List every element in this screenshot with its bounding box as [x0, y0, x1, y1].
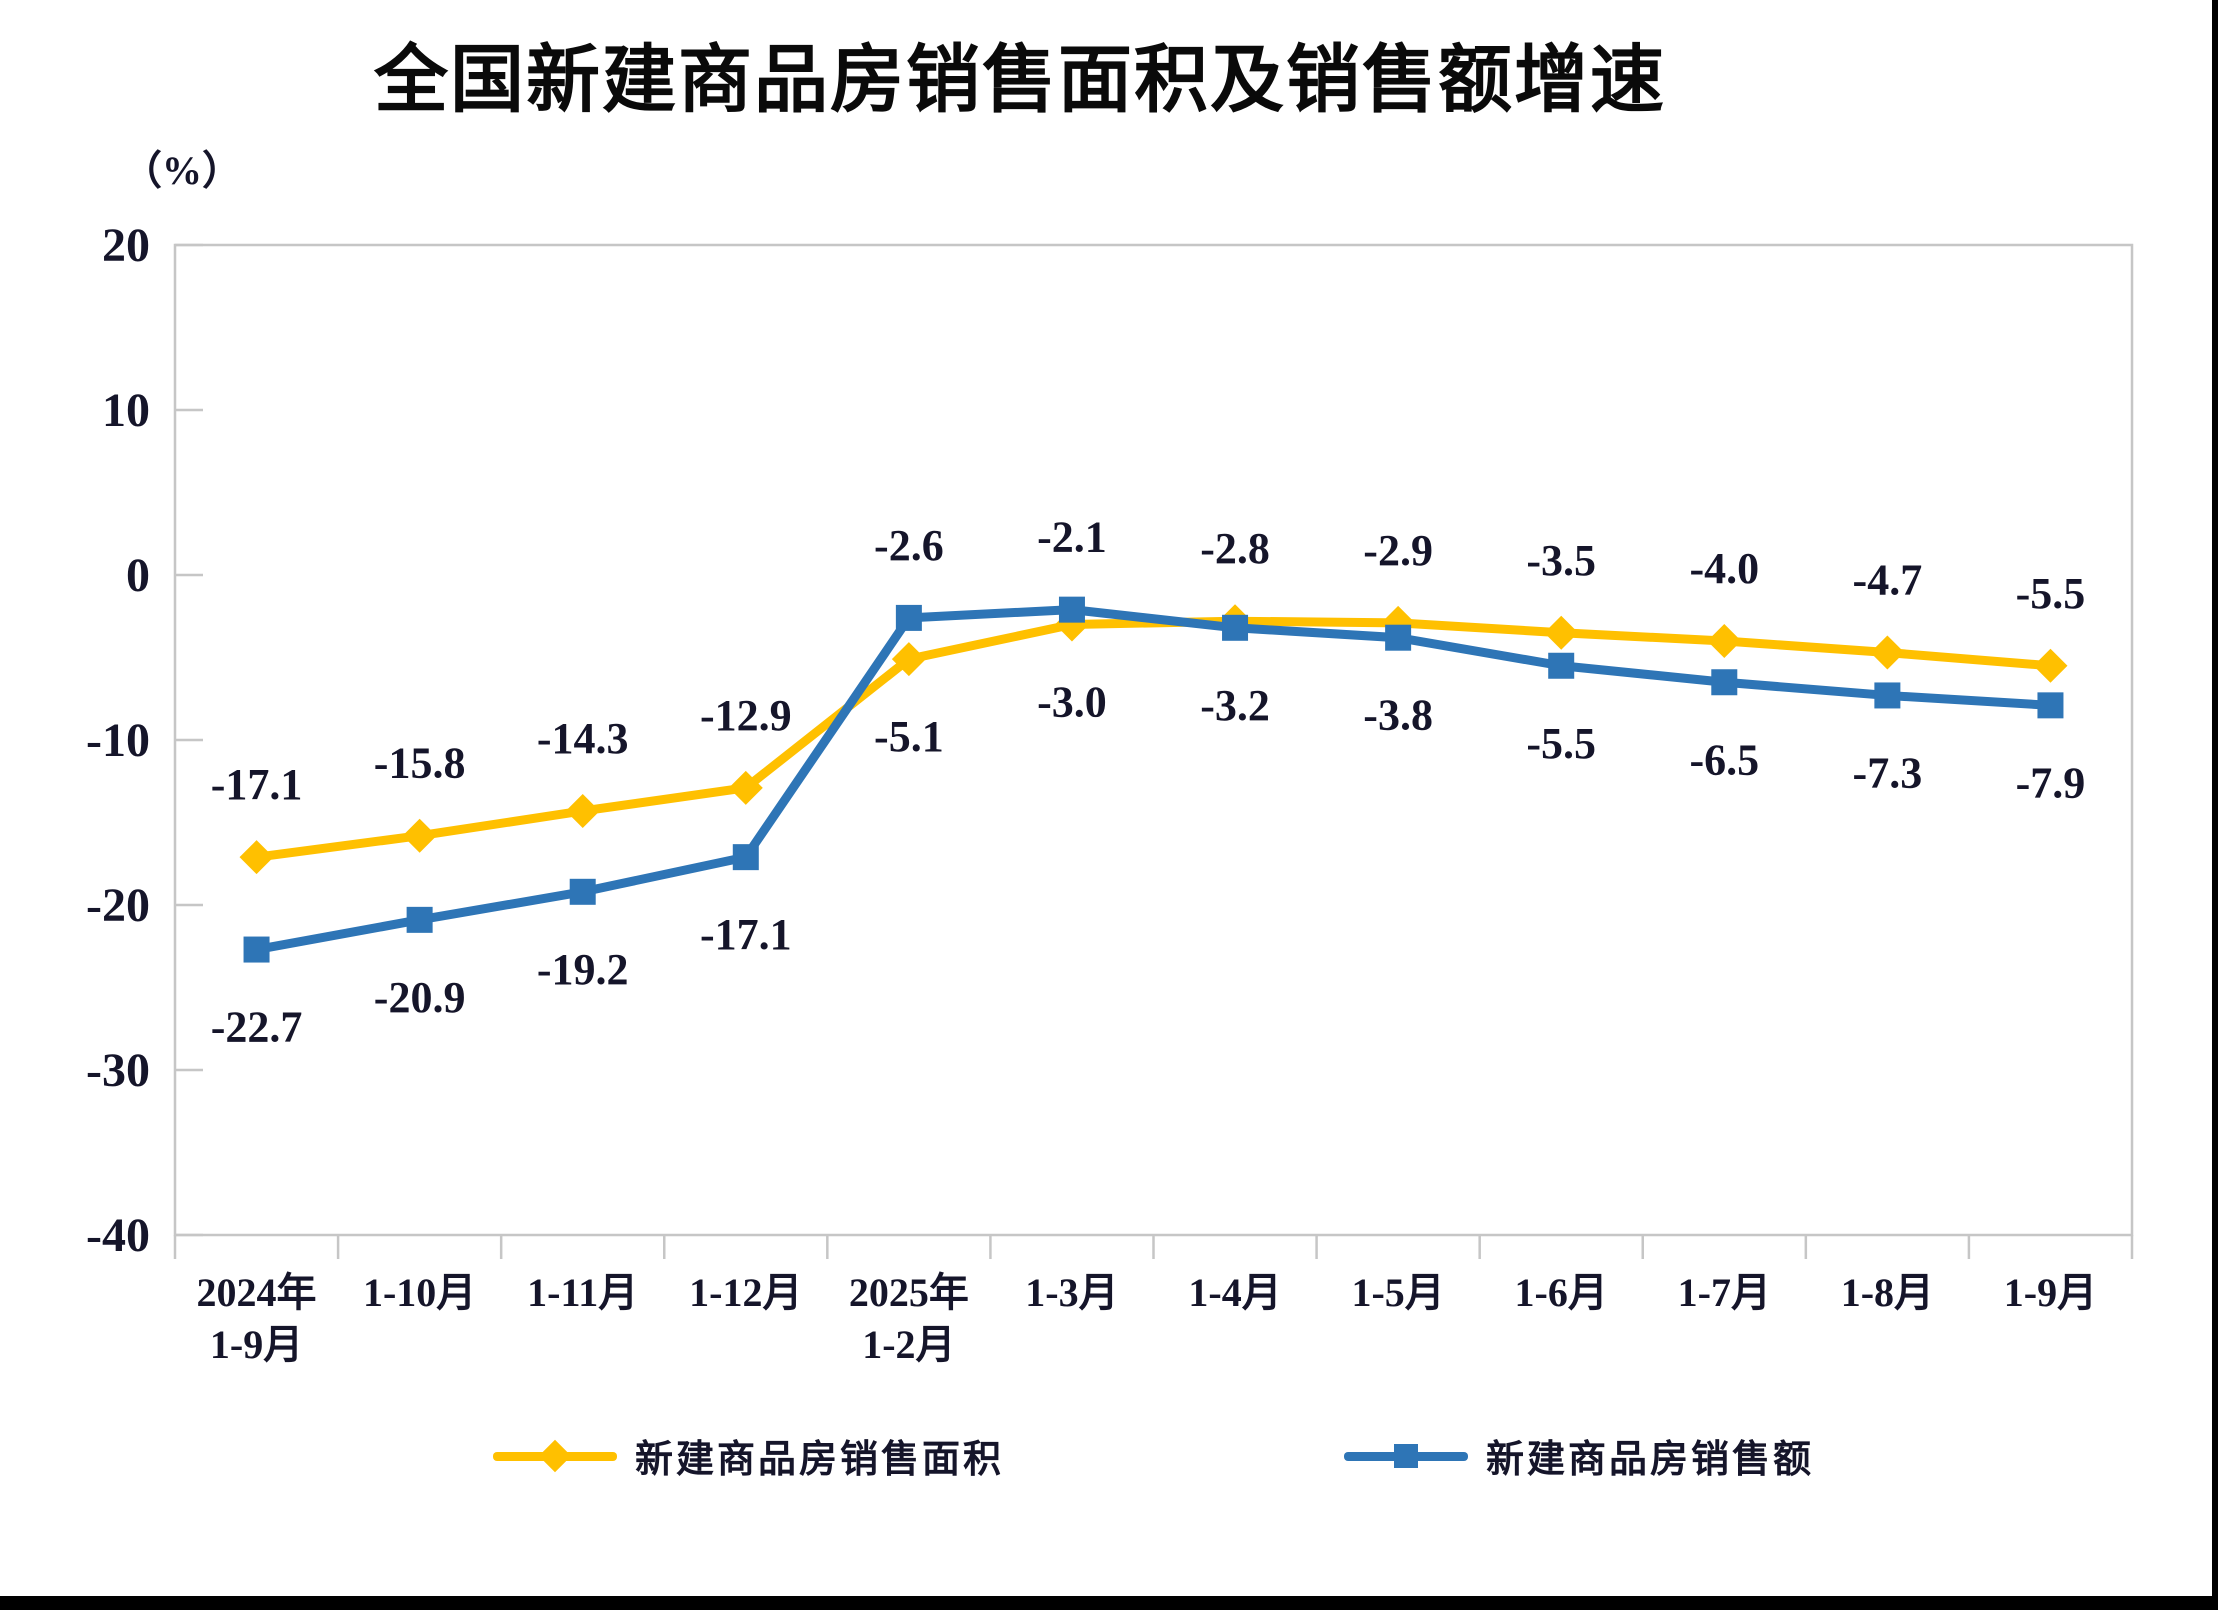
- svg-text:-4.0: -4.0: [1689, 544, 1759, 593]
- legend-label-sales-value: 新建商品房销售额: [1486, 1439, 1815, 1481]
- svg-text:-14.3: -14.3: [537, 714, 629, 763]
- svg-text:-2.6: -2.6: [874, 521, 944, 570]
- yellow-diamond-series-marker-icon: [492, 1438, 617, 1474]
- svg-text:1-9月: 1-9月: [2004, 1270, 2097, 1315]
- svg-text:-12.9: -12.9: [700, 691, 792, 740]
- svg-text:-3.8: -3.8: [1363, 691, 1433, 740]
- svg-text:-2.9: -2.9: [1363, 526, 1433, 575]
- svg-text:-2.8: -2.8: [1200, 524, 1270, 573]
- svg-text:-4.7: -4.7: [1853, 556, 1923, 605]
- y-axis-unit-label: （%）: [122, 148, 242, 193]
- svg-text:0: 0: [126, 549, 150, 602]
- svg-text:1-7月: 1-7月: [1678, 1270, 1771, 1315]
- svg-text:-3.0: -3.0: [1037, 678, 1107, 727]
- svg-text:-5.1: -5.1: [874, 712, 944, 761]
- svg-text:-3.5: -3.5: [1526, 536, 1596, 585]
- svg-text:1-3月: 1-3月: [1025, 1270, 1118, 1315]
- svg-text:-15.8: -15.8: [374, 739, 466, 788]
- svg-text:-22.7: -22.7: [211, 1003, 303, 1052]
- svg-text:1-5月: 1-5月: [1351, 1270, 1444, 1315]
- svg-text:-5.5: -5.5: [2016, 569, 2086, 618]
- chart-legend: 新建商品房销售面积 新建商品房销售额: [175, 1428, 2132, 1483]
- svg-text:10: 10: [102, 384, 150, 437]
- svg-text:1-6月: 1-6月: [1515, 1270, 1608, 1315]
- svg-text:1-8月: 1-8月: [1841, 1270, 1934, 1315]
- svg-text:1-11月: 1-11月: [527, 1270, 638, 1315]
- svg-text:-30: -30: [86, 1044, 150, 1097]
- blue-square-series-marker-icon: [1344, 1438, 1468, 1474]
- svg-text:-40: -40: [86, 1209, 150, 1262]
- svg-text:-17.1: -17.1: [700, 910, 792, 959]
- svg-text:-5.5: -5.5: [1526, 719, 1596, 768]
- svg-text:-7.9: -7.9: [2016, 758, 2086, 807]
- svg-text:-6.5: -6.5: [1689, 735, 1759, 784]
- svg-text:-3.2: -3.2: [1200, 681, 1270, 730]
- legend-label-sales-area: 新建商品房销售面积: [634, 1439, 1004, 1481]
- svg-text:-19.2: -19.2: [537, 945, 629, 994]
- chart-title: 全国新建商品房销售面积及销售额增速: [374, 38, 1666, 121]
- svg-text:20: 20: [102, 219, 150, 272]
- svg-text:-10: -10: [86, 714, 150, 767]
- svg-text:1-4月: 1-4月: [1188, 1270, 1281, 1315]
- svg-text:1-12月: 1-12月: [689, 1270, 802, 1315]
- svg-text:1-10月: 1-10月: [363, 1270, 476, 1315]
- svg-text:-20: -20: [86, 879, 150, 932]
- svg-text:-7.3: -7.3: [1853, 748, 1923, 797]
- svg-text:-2.1: -2.1: [1037, 513, 1107, 562]
- black-right-border: [2212, 0, 2218, 1610]
- legend-item-sales-value: 新建商品房销售额: [1344, 1428, 1814, 1483]
- svg-text:-17.1: -17.1: [211, 760, 303, 809]
- legend-item-sales-area: 新建商品房销售面积: [492, 1428, 1004, 1483]
- black-bottom-border: [0, 1596, 2218, 1610]
- svg-text:-20.9: -20.9: [374, 973, 466, 1022]
